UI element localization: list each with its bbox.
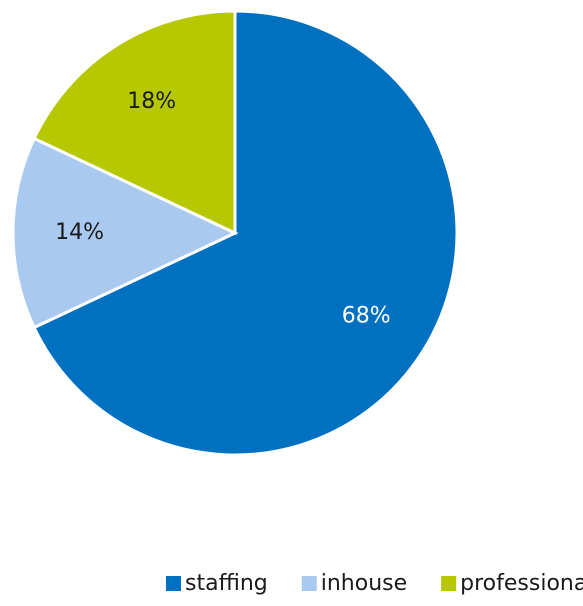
legend-label: staffing [185, 571, 268, 596]
legend-label: inhouse [321, 571, 407, 596]
data-label: 18% [127, 89, 176, 114]
data-label: 14% [55, 220, 104, 245]
data-label: 68% [342, 303, 391, 328]
legend-swatch [166, 576, 181, 591]
legend-label: professionals [460, 571, 583, 596]
pie-slice [11, 136, 239, 330]
pie-slice [32, 9, 237, 236]
pie-slice [32, 9, 459, 457]
legend-swatch [441, 576, 457, 591]
legend-swatch [301, 576, 317, 591]
